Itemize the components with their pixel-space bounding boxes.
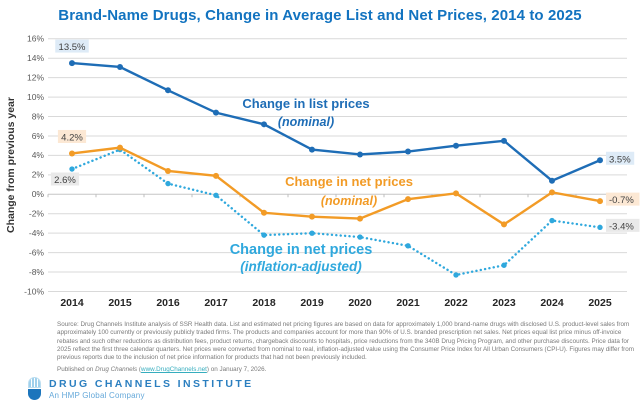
svg-text:-10%: -10% <box>24 286 44 296</box>
svg-text:14%: 14% <box>27 53 44 63</box>
series-annotation-2: Change in net prices(inflation-adjusted) <box>230 242 373 274</box>
series-annotation-0: Change in list prices (nominal) <box>242 96 369 129</box>
point-label-4.2%: 4.2% <box>57 129 87 143</box>
svg-text:2024: 2024 <box>540 297 564 309</box>
series-0-solid-line <box>69 60 603 184</box>
point-label-13.5%: 13.5% <box>55 39 89 53</box>
svg-text:2020: 2020 <box>348 297 372 309</box>
logo-name: DRUG CHANNELS INSTITUTE <box>49 377 254 390</box>
dci-logo: DRUG CHANNELS INSTITUTE An HMP Global Co… <box>28 377 254 400</box>
point-label-3.5%: 3.5% <box>606 151 635 165</box>
svg-text:0%: 0% <box>32 189 45 199</box>
capsule-icon <box>28 377 41 400</box>
series-2-dotted-line <box>69 146 603 278</box>
point-label--0.7%: -0.7% <box>606 192 640 206</box>
svg-text:2019: 2019 <box>300 297 324 309</box>
svg-text:(nominal): (nominal) <box>321 194 377 208</box>
logo-tagline: An HMP Global Company <box>49 390 145 400</box>
svg-text:12%: 12% <box>27 72 44 82</box>
svg-text:4%: 4% <box>32 150 45 160</box>
svg-text:2018: 2018 <box>252 297 276 309</box>
svg-text:8%: 8% <box>32 111 45 121</box>
svg-text:-2%: -2% <box>29 209 45 219</box>
svg-text:2017: 2017 <box>204 297 228 309</box>
point-label-2.6%: 2.6% <box>50 172 80 186</box>
svg-text:16%: 16% <box>27 34 44 44</box>
gridlines-and-yticks: 16% 14% 12% 10% 8% 6% 4% 2% 0% -2% -4% -6% -8% -10% <box>24 34 627 296</box>
logo-text: DRUG CHANNELS INSTITUTE An HMP Global Co… <box>49 378 254 400</box>
svg-text:13.5%: 13.5% <box>59 42 86 53</box>
series-annotation-1: Change in net prices (nominal) <box>285 174 413 208</box>
svg-text:2014: 2014 <box>60 297 84 309</box>
published-site: Drug Channels <box>95 366 138 373</box>
capsule-top <box>28 377 41 388</box>
svg-text:Change in net prices: Change in net prices <box>230 242 373 258</box>
chart-title: Brand-Name Drugs, Change in Average List… <box>58 7 582 24</box>
svg-text:2.6%: 2.6% <box>54 175 76 186</box>
drugchannels-link[interactable]: www.DrugChannels.net <box>141 366 207 373</box>
svg-text:2025: 2025 <box>588 297 612 309</box>
svg-text:Change from previous year: Change from previous year <box>5 97 17 233</box>
svg-text:-0.7%: -0.7% <box>609 195 634 206</box>
svg-text:-8%: -8% <box>29 267 45 277</box>
svg-text:6%: 6% <box>32 131 45 141</box>
x-axis-labels: 2014 2015 2016 2017 2018 2019 2020 2021 2022 2023… <box>60 297 612 309</box>
published-mid: ( <box>137 366 142 373</box>
published-prefix: Published on <box>57 366 96 373</box>
svg-text:3.5%: 3.5% <box>609 154 631 165</box>
series-1-solid-line <box>69 144 603 228</box>
svg-text:2022: 2022 <box>444 297 468 309</box>
svg-text:2016: 2016 <box>156 297 180 309</box>
capsule-bottom <box>28 389 41 400</box>
published-suffix: ) on January 7, 2026. <box>206 366 267 373</box>
svg-text:-6%: -6% <box>29 247 45 257</box>
svg-text:(inflation-adjusted): (inflation-adjusted) <box>240 259 362 274</box>
svg-text:10%: 10% <box>27 92 44 102</box>
svg-text:2015: 2015 <box>108 297 132 309</box>
published-note: Published on Drug Channels (www.DrugChan… <box>57 366 635 373</box>
svg-text:2021: 2021 <box>396 297 420 309</box>
svg-text:-3.4%: -3.4% <box>609 221 634 232</box>
svg-text:(nominal): (nominal) <box>278 115 334 129</box>
svg-text:4.2%: 4.2% <box>61 132 83 143</box>
source-note: Source: Drug Channels Institute analysis… <box>57 321 635 362</box>
svg-text:-4%: -4% <box>29 228 45 238</box>
svg-text:2%: 2% <box>32 170 45 180</box>
svg-text:2023: 2023 <box>492 297 516 309</box>
svg-text:Change in list prices: Change in list prices <box>242 96 369 111</box>
svg-text:Change in net prices: Change in net prices <box>285 174 413 189</box>
point-label--3.4%: -3.4% <box>606 218 640 232</box>
price-change-line-chart: 16% 14% 12% 10% 8% 6% 4% 2% 0% -2% -4% -6% -8% -10% Ch… <box>5 34 640 309</box>
y-axis-title: Change from previous year <box>5 97 17 233</box>
